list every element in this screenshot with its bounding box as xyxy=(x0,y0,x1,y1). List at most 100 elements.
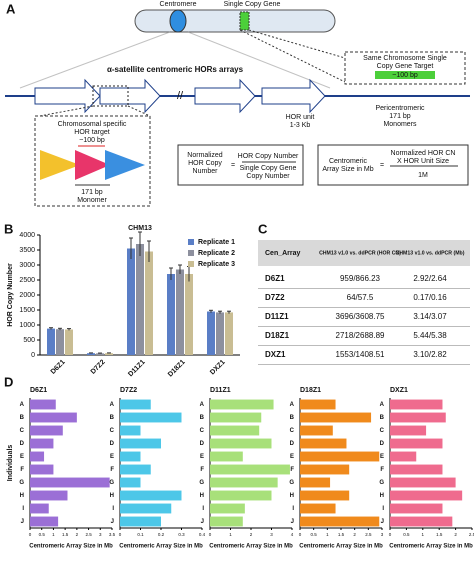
y-tick-label: G xyxy=(199,480,204,486)
x-tick-label: 1 xyxy=(229,532,232,537)
label: Number xyxy=(193,168,219,175)
bar xyxy=(210,490,272,501)
x-tick-label: 1 xyxy=(326,532,329,537)
centromere xyxy=(169,9,187,33)
y-tick-label: G xyxy=(109,480,114,486)
table-cell: 5.44/5.38 xyxy=(413,331,447,340)
bar xyxy=(120,477,141,488)
y-tick-label: B xyxy=(290,415,295,421)
label: HOR Copy Number xyxy=(238,153,299,160)
y-tick-label: 3000 xyxy=(19,262,35,269)
panel-label: D xyxy=(4,374,13,389)
x-tick-label: D11Z1 xyxy=(127,359,147,379)
x-tick-label: DXZ1 xyxy=(209,359,227,377)
bar xyxy=(30,477,110,488)
bar xyxy=(30,412,77,423)
y-tick-label: 2500 xyxy=(19,277,35,284)
legend-swatch xyxy=(188,250,194,256)
bar xyxy=(300,451,380,462)
bar xyxy=(210,516,243,527)
bar xyxy=(105,353,113,355)
monomer xyxy=(75,150,110,180)
bar xyxy=(207,311,215,355)
label: Same Chromosome Single xyxy=(363,55,447,62)
bar xyxy=(300,425,333,436)
label: Copy Gene Target xyxy=(377,63,434,70)
x-tick-label: D18Z1 xyxy=(167,359,187,379)
legend-swatch xyxy=(188,239,194,245)
bar xyxy=(390,425,427,436)
label: Centromeric xyxy=(329,158,368,165)
y-tick-label: E xyxy=(110,454,114,460)
bar xyxy=(87,353,95,355)
legend-label: Replicate 3 xyxy=(198,261,235,268)
label: Monomer xyxy=(77,197,107,204)
bar xyxy=(120,503,172,514)
y-tick-label: B xyxy=(200,415,205,421)
label: Centromere xyxy=(160,1,197,8)
bar xyxy=(390,477,456,488)
y-tick-label: C xyxy=(290,428,295,434)
chart-title: D6Z1 xyxy=(30,387,47,394)
bar xyxy=(120,412,182,423)
table-cell: D6Z1 xyxy=(265,274,285,283)
label: ~100 bp xyxy=(79,137,105,144)
x-axis-label: Centromeric Array Size in Mb xyxy=(209,544,293,550)
bar xyxy=(390,516,453,527)
bar xyxy=(127,248,135,355)
x-tick-label: 0 xyxy=(29,532,32,537)
hor-arrows xyxy=(34,78,326,114)
bar xyxy=(30,438,54,449)
y-tick-label: G xyxy=(289,480,294,486)
x-axis-label: Centromeric Array Size in Mb xyxy=(29,544,113,550)
y-tick-label: 1000 xyxy=(19,322,35,329)
y-tick-label: E xyxy=(290,454,294,460)
y-tick-label: D xyxy=(110,441,115,447)
bar xyxy=(56,329,64,355)
x-tick-label: 1.5 xyxy=(62,532,69,537)
x-tick-label: 0 xyxy=(299,532,302,537)
bar xyxy=(390,490,463,501)
bar xyxy=(30,464,54,475)
bar xyxy=(30,451,45,462)
x-tick-label: 0 xyxy=(389,532,392,537)
table-cell: 3.14/3.07 xyxy=(413,312,447,321)
monomer xyxy=(105,150,145,180)
y-tick-label: 4000 xyxy=(19,232,35,239)
chart-title: D18Z1 xyxy=(300,387,321,394)
table-cell: 2.92/2.64 xyxy=(413,274,447,283)
panel-label: B xyxy=(4,221,13,236)
y-tick-label: H xyxy=(380,493,384,499)
panel-label: A xyxy=(6,1,16,16)
table-header: Cen_Array xyxy=(265,250,301,257)
bar xyxy=(390,503,443,514)
label: Single Copy Gene xyxy=(240,165,297,172)
label: Normalized xyxy=(187,152,223,159)
table-header-bg xyxy=(258,240,470,266)
label: α-satellite centromeric HORs arrays xyxy=(107,65,244,74)
y-tick-label: C xyxy=(20,428,25,434)
bar xyxy=(30,399,56,410)
y-tick-label: C xyxy=(200,428,205,434)
label: Single Copy Gene xyxy=(224,1,281,8)
y-tick-label: A xyxy=(290,402,295,408)
table-cell: 3.10/2.82 xyxy=(413,350,447,359)
x-tick-label: 2 xyxy=(76,532,79,537)
bar xyxy=(120,516,161,527)
y-tick-label: J xyxy=(201,519,204,525)
table-cell: D18Z1 xyxy=(265,331,290,340)
panel-label: C xyxy=(258,221,268,236)
bar xyxy=(300,516,380,527)
bar xyxy=(120,451,141,462)
table-header: CHM13 v1.0 vs. ddPCR (HOR CN) xyxy=(319,250,401,256)
x-tick-label: 2.5 xyxy=(85,532,92,537)
bar xyxy=(210,464,290,475)
y-tick-label: B xyxy=(380,415,385,421)
y-tick-label: B xyxy=(110,415,115,421)
label: ~100 bp xyxy=(392,72,418,79)
y-tick-label: 0 xyxy=(31,352,35,359)
y-tick-label: J xyxy=(111,519,114,525)
break: // xyxy=(177,90,184,102)
bar xyxy=(390,412,446,423)
table-cell: D11Z1 xyxy=(265,312,289,321)
